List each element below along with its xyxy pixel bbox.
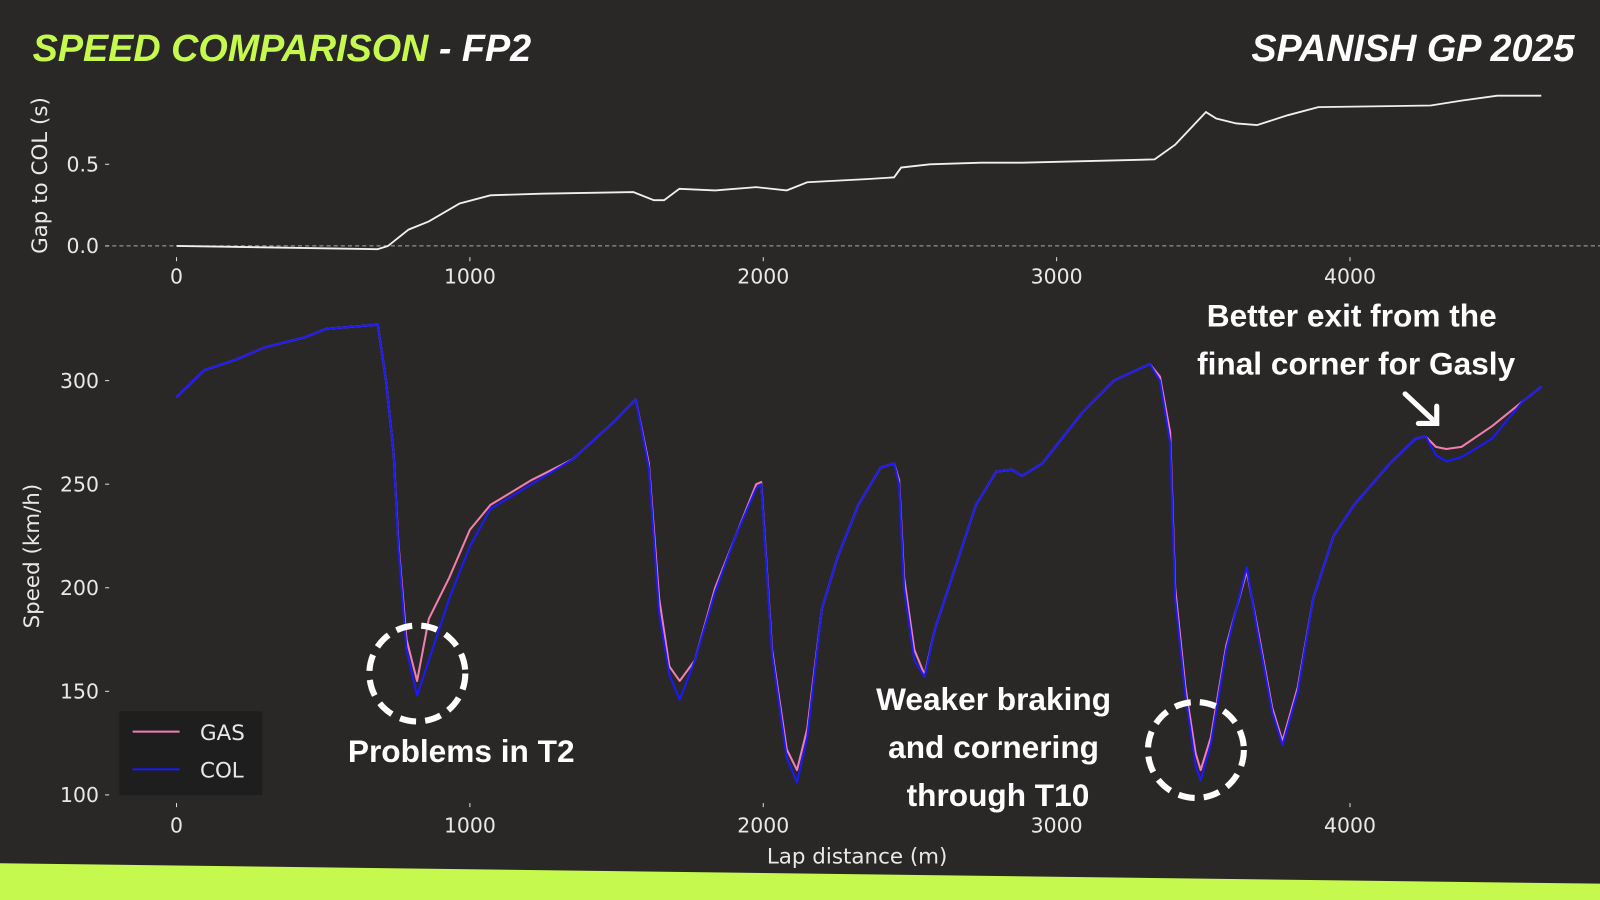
arrow-icon <box>1402 391 1440 427</box>
chart-title: SPEED COMPARISON - FP2 <box>33 27 532 69</box>
x-tick-label: 1000 <box>444 265 496 289</box>
x-tick-label: 1000 <box>444 814 496 838</box>
legend-label-gas: GAS <box>200 721 245 746</box>
x-tick-label: 2000 <box>737 814 789 838</box>
title-session: - FP2 <box>428 27 531 69</box>
y-tick-label: 250 <box>60 472 99 496</box>
legend: GAS COL <box>119 711 263 795</box>
gap-chart: 0.0 0.5 0 1000 2000 3000 4000 <box>67 94 1600 289</box>
x-tick-label: 4000 <box>1324 265 1376 289</box>
x-tick-label: 3000 <box>1031 265 1083 289</box>
x-tick-label: 3000 <box>1031 814 1083 838</box>
x-axis-label: Lap distance (m) <box>767 844 948 869</box>
y-tick-label: 0.0 <box>67 234 99 258</box>
y-tick-label: 200 <box>60 576 99 600</box>
speed-y-label: Speed (km/h) <box>20 484 45 629</box>
gap-y-label: Gap to COL (s) <box>28 97 53 254</box>
y-tick-label: 300 <box>60 369 99 393</box>
x-tick-label: 2000 <box>737 265 789 289</box>
y-tick-label: 150 <box>60 679 99 703</box>
annotation-final-corner: Better exit from the final corner for Ga… <box>1197 298 1516 382</box>
x-tick-label: 4000 <box>1324 814 1376 838</box>
title-main: SPEED COMPARISON <box>33 27 429 69</box>
event-title: SPANISH GP 2025 <box>1251 27 1575 69</box>
accent-band <box>0 863 1600 900</box>
x-tick-label: 0 <box>170 814 183 838</box>
annotation-t2: Problems in T2 <box>348 733 575 769</box>
y-tick-label: 0.5 <box>67 152 99 176</box>
y-tick-label: 100 <box>60 783 99 807</box>
speed-line-col <box>175 323 1542 784</box>
legend-label-col: COL <box>200 759 244 784</box>
annotation-circle-t10 <box>1144 698 1247 802</box>
gap-line <box>176 94 1542 251</box>
annotation-t10: Weaker braking and cornering through T10 <box>876 681 1120 813</box>
annotation-circle-t2 <box>366 622 469 725</box>
x-tick-label: 0 <box>170 265 183 289</box>
